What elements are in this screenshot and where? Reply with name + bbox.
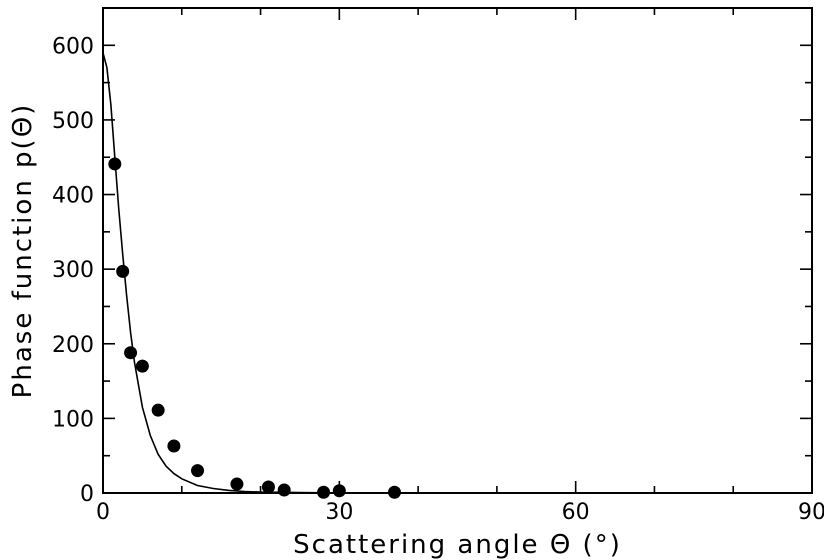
data-point	[167, 439, 181, 453]
data-point	[230, 477, 244, 491]
x-axis-label: Scattering angle Θ (°)	[293, 530, 622, 560]
y-tick-label: 0	[80, 482, 94, 507]
data-point	[116, 264, 130, 278]
data-point	[332, 484, 346, 498]
data-point	[124, 346, 138, 360]
x-tick-label: 90	[798, 500, 824, 525]
tick-marks	[102, 8, 813, 494]
x-tick-label: 30	[325, 500, 353, 525]
tick-labels: 0 30 60 90 0 100 200 300 400 500 600	[52, 34, 824, 525]
y-tick-label: 600	[52, 34, 94, 59]
y-tick-label: 400	[52, 184, 94, 209]
model-curve	[102, 52, 497, 494]
y-tick-label: 300	[52, 258, 94, 283]
y-tick-label: 200	[52, 333, 94, 358]
data-point	[261, 480, 275, 494]
x-tick-label: 0	[96, 500, 110, 525]
y-axis-label: Phase function p(Θ)	[8, 103, 38, 399]
data-point	[277, 483, 291, 497]
data-point	[191, 464, 205, 478]
x-tick-label: 60	[562, 500, 590, 525]
data-point	[151, 403, 165, 417]
y-tick-label: 100	[52, 407, 94, 432]
data-series	[102, 52, 497, 499]
data-point	[135, 359, 149, 373]
y-tick-label: 500	[52, 109, 94, 134]
plot-frame	[102, 7, 813, 494]
